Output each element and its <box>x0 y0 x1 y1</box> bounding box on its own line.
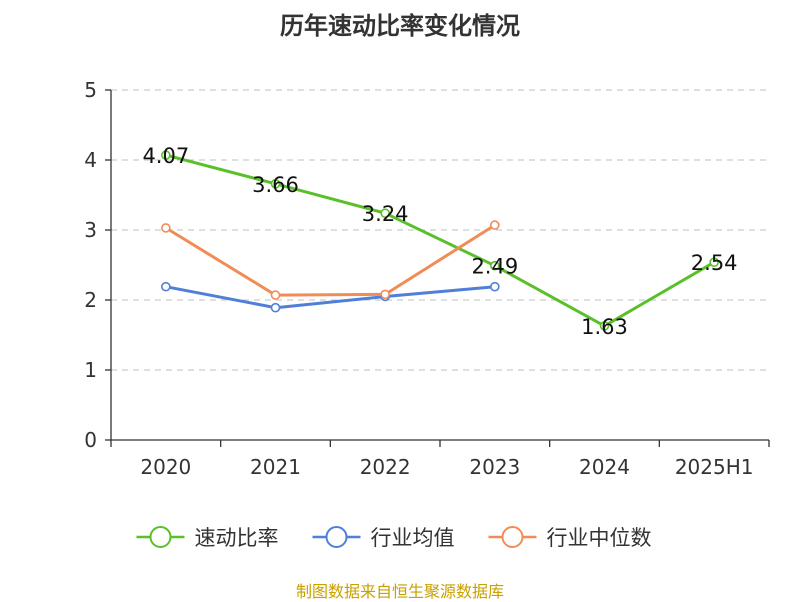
data-label: 1.63 <box>581 315 628 339</box>
legend-swatch-marker <box>325 526 348 548</box>
grid-lines <box>111 89 769 371</box>
y-tick-label: 3 <box>84 218 97 242</box>
data-label: 2.49 <box>471 255 518 279</box>
data-point <box>161 223 171 233</box>
series-line-1 <box>165 153 715 328</box>
x-tick-label: 2023 <box>469 455 520 479</box>
x-tick-label: 2025H1 <box>675 455 754 479</box>
legend-item-1[interactable]: 速动比率 <box>136 526 279 550</box>
data-label: 4.07 <box>142 144 189 168</box>
y-tick-label: 0 <box>84 428 97 452</box>
data-point <box>270 179 281 189</box>
legend-swatch-marker <box>501 526 524 548</box>
data-point <box>270 302 281 313</box>
legend[interactable]: 速动比率 行业均值 行业中位数 <box>136 526 652 550</box>
data-point <box>161 281 171 292</box>
chart-title: 历年速动比率变化情况 <box>280 12 520 40</box>
data-point <box>709 257 719 268</box>
data-point <box>380 289 390 300</box>
series-line-3 <box>165 223 496 297</box>
legend-item-3[interactable]: 行业中位数 <box>488 526 652 550</box>
source-note: 制图数据来自恒生聚源数据库 <box>295 582 504 601</box>
data-point <box>270 290 281 300</box>
series-lines <box>161 150 719 331</box>
y-tick-label: 1 <box>84 358 97 382</box>
x-tick-label: 2021 <box>250 455 301 479</box>
legend-label: 行业均值 <box>371 526 455 550</box>
data-labels: 4.07 3.66 3.24 2.49 1.63 2.54 <box>142 144 737 339</box>
legend-label: 行业中位数 <box>547 526 652 550</box>
data-label: 3.24 <box>362 202 409 226</box>
y-tick-label: 2 <box>84 288 97 312</box>
x-tick-label: 2020 <box>140 455 191 479</box>
series-line-2 <box>165 285 495 310</box>
legend-item-2[interactable]: 行业均值 <box>312 526 455 550</box>
data-label: 3.66 <box>252 173 299 197</box>
data-point <box>599 321 610 331</box>
axes: 0 1 2 3 4 5 2020 2021 2022 2023 2024 2025H1 <box>84 78 770 479</box>
legend-swatch-marker <box>149 526 172 548</box>
y-tick-label: 5 <box>84 78 97 102</box>
data-point <box>161 150 171 160</box>
data-point <box>490 281 500 292</box>
x-tick-label: 2022 <box>360 455 411 479</box>
data-point <box>380 208 390 218</box>
data-point <box>490 260 500 271</box>
y-tick-label: 4 <box>84 148 97 172</box>
data-point <box>490 220 500 230</box>
x-tick-label: 2024 <box>579 455 630 479</box>
legend-label: 速动比率 <box>195 526 279 550</box>
data-label: 2.54 <box>691 251 738 275</box>
